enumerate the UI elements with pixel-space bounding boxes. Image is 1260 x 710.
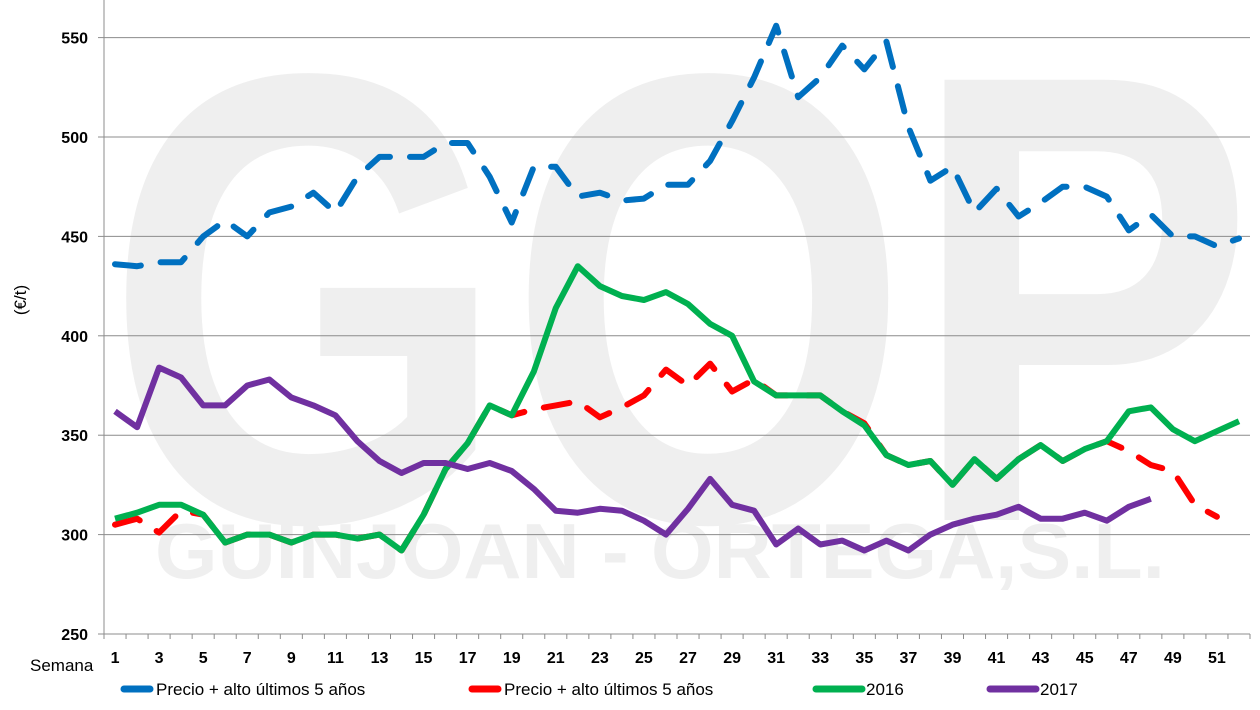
x-tick-label: 13 (371, 650, 389, 667)
x-tick-label: 25 (635, 650, 653, 667)
x-tick-label: 27 (679, 650, 697, 667)
y-tick-label: 350 (61, 428, 88, 445)
legend-label: 2017 (1040, 680, 1078, 699)
x-tick-label: 3 (155, 650, 164, 667)
x-tick-label: 9 (287, 650, 296, 667)
legend: Precio + alto últimos 5 años Precio + alt… (120, 680, 1078, 699)
x-tick-label: 5 (199, 650, 208, 667)
x-tick-label: 51 (1208, 650, 1226, 667)
x-tick-label: 15 (415, 650, 433, 667)
x-tick-label: 39 (944, 650, 962, 667)
x-tick-label: 17 (459, 650, 477, 667)
x-tick-label: 47 (1120, 650, 1138, 667)
x-tick-label: 33 (811, 650, 829, 667)
x-tick-label: 11 (327, 650, 344, 667)
x-tick-label: 31 (767, 650, 785, 667)
legend-label: Precio + alto últimos 5 años (156, 680, 365, 699)
x-tick-label: 35 (855, 650, 873, 667)
x-tick-label: 29 (723, 650, 741, 667)
series-line-0 (112, 22, 1242, 270)
x-tick-label: 7 (243, 650, 252, 667)
legend-label: Precio + alto últimos 5 años (504, 680, 713, 699)
x-tick-label: 21 (547, 650, 565, 667)
series-line-3 (113, 364, 1152, 554)
series-line-2 (114, 263, 1241, 554)
x-tick-label: 23 (591, 650, 609, 667)
y-tick-label: 300 (61, 528, 88, 545)
y-tick-label: 500 (61, 130, 88, 147)
x-tick-label: 19 (503, 650, 521, 667)
y-tick-label: 400 (61, 329, 88, 346)
x-tick-label: 45 (1076, 650, 1094, 667)
x-tick-label: 49 (1164, 650, 1182, 667)
x-tick-label: 1 (111, 650, 120, 667)
y-tick-label: 250 (61, 627, 88, 644)
x-tick-label: 37 (900, 650, 918, 667)
x-tick-label: 41 (988, 650, 1006, 667)
y-tick-label: 550 (61, 31, 88, 48)
y-axis-label: (€/t) (11, 285, 30, 315)
legend-label: 2016 (866, 680, 904, 699)
x-axis-label: Semana (30, 656, 94, 675)
gridlines (104, 37, 1250, 536)
series-lines (112, 22, 1242, 554)
x-tick-label: 43 (1032, 650, 1050, 667)
y-tick-label: 450 (61, 229, 88, 246)
